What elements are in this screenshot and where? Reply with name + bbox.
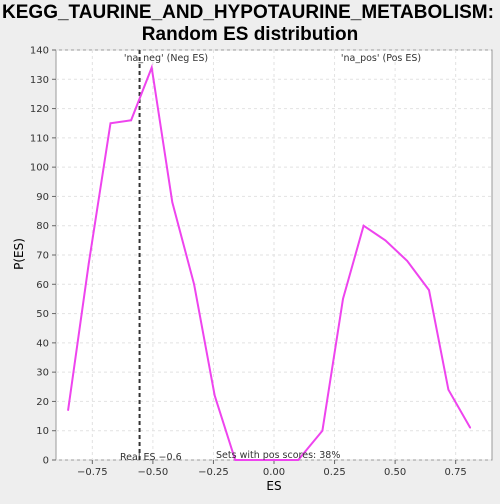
y-tick-label: 70 bbox=[36, 251, 49, 262]
data-point bbox=[363, 225, 365, 227]
y-tick-label: 120 bbox=[30, 104, 49, 115]
x-tick-label: 0.75 bbox=[445, 467, 467, 478]
x-tick-label: −0.50 bbox=[138, 467, 169, 478]
data-point bbox=[214, 395, 216, 397]
data-point bbox=[406, 260, 408, 262]
y-tick-label: 140 bbox=[30, 46, 49, 57]
data-point bbox=[448, 389, 450, 391]
data-point bbox=[130, 119, 132, 121]
data-point bbox=[428, 289, 430, 291]
y-tick-label: 10 bbox=[36, 426, 49, 437]
y-tick-label: 100 bbox=[30, 163, 49, 174]
data-point bbox=[67, 409, 69, 411]
pos-es-label: 'na_pos' (Pos ES) bbox=[341, 53, 421, 64]
y-tick-label: 80 bbox=[36, 221, 49, 232]
y-tick-label: 50 bbox=[36, 309, 49, 320]
y-tick-label: 130 bbox=[30, 75, 49, 86]
y-axis-label: P(ES) bbox=[12, 238, 26, 270]
y-tick-label: 60 bbox=[36, 280, 49, 291]
x-tick-label: 0.00 bbox=[263, 467, 285, 478]
data-point bbox=[342, 298, 344, 300]
x-axis-label: ES bbox=[266, 479, 281, 493]
x-tick-label: 0.25 bbox=[323, 467, 345, 478]
data-point bbox=[322, 430, 324, 432]
neg-es-label: 'na_neg' (Neg ES) bbox=[124, 53, 208, 64]
data-point bbox=[193, 283, 195, 285]
x-tick-label: 0.50 bbox=[384, 467, 406, 478]
x-tick-label: −0.75 bbox=[77, 467, 108, 478]
y-tick-label: 0 bbox=[43, 456, 49, 467]
data-point bbox=[88, 263, 90, 265]
data-point bbox=[110, 122, 112, 124]
data-point bbox=[469, 427, 471, 429]
y-tick-label: 110 bbox=[30, 133, 49, 144]
y-tick-label: 20 bbox=[36, 397, 49, 408]
chart-title-line-2: Random ES distribution bbox=[142, 24, 358, 45]
x-tick-label: −0.25 bbox=[198, 467, 229, 478]
data-point bbox=[385, 240, 387, 242]
y-tick-label: 90 bbox=[36, 192, 49, 203]
data-point bbox=[171, 201, 173, 203]
real-es-label: Real ES −0.6 bbox=[120, 452, 182, 463]
pos-scores-label: Sets with pos scores: 38% bbox=[216, 450, 340, 461]
y-tick-label: 40 bbox=[36, 338, 49, 349]
y-tick-label: 30 bbox=[36, 368, 49, 379]
data-point bbox=[151, 67, 153, 69]
y-axis-ticks: 0 10 20 30 40 50 60 70 80 90 100 110 120 130 140 bbox=[30, 46, 56, 467]
chart-title-line-1: KEGG_TAURINE_AND_HYPOTAURINE_METABOLISM: bbox=[2, 2, 494, 23]
